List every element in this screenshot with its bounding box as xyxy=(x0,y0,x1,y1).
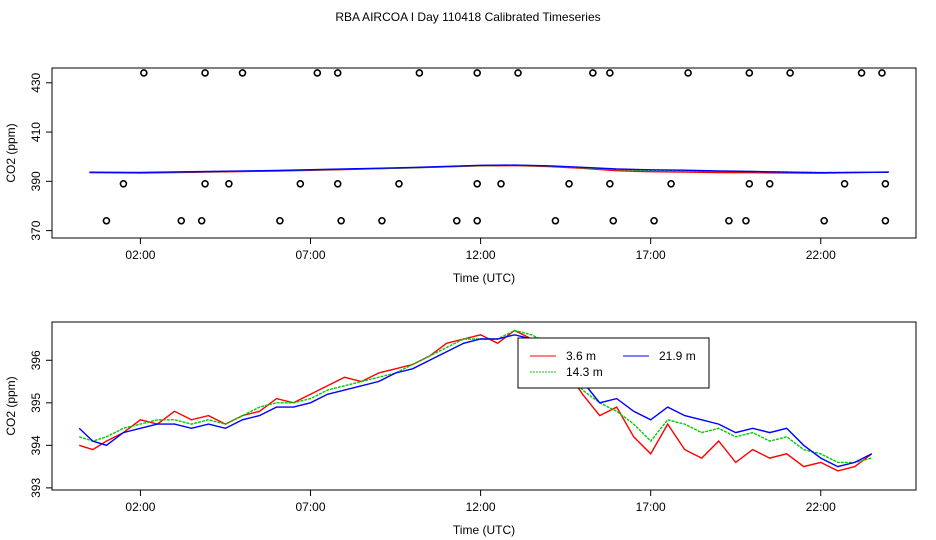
point-marker xyxy=(745,69,754,77)
y-tick-label: 390 xyxy=(29,171,43,191)
top-series-lines xyxy=(89,164,889,174)
point-marker xyxy=(415,69,424,77)
legend-label-21-9m: 21.9 m xyxy=(659,349,696,363)
top-plot-frame xyxy=(51,67,917,239)
point-marker xyxy=(514,69,522,77)
series-line-14-3-m xyxy=(78,329,872,464)
point-marker xyxy=(473,179,481,188)
top-panel: 02:00 07:00 12:00 17:00 22:00 370 390 410 430 T… xyxy=(4,67,917,285)
point-marker xyxy=(140,69,148,77)
point-marker xyxy=(177,216,186,225)
point-marker xyxy=(840,179,849,188)
point-marker xyxy=(452,216,461,225)
series-line-21-9-m xyxy=(78,334,873,468)
x-tick-label: 22:00 xyxy=(806,248,836,262)
point-marker xyxy=(667,179,675,188)
y-tick-label: 393 xyxy=(29,478,43,498)
x-tick-label: 22:00 xyxy=(806,500,836,514)
point-marker xyxy=(745,179,754,188)
point-marker xyxy=(313,69,322,77)
point-marker xyxy=(650,216,658,225)
top-y-axis: 370 390 410 430 xyxy=(29,72,52,241)
y-tick-label: 430 xyxy=(29,72,43,92)
legend-label-14-3m: 14.3 m xyxy=(566,365,603,379)
point-marker xyxy=(684,69,692,77)
point-marker xyxy=(201,69,209,77)
point-marker xyxy=(395,179,403,188)
point-marker xyxy=(473,69,481,77)
y-tick-label: 394 xyxy=(29,435,43,455)
point-marker xyxy=(102,216,111,225)
point-marker xyxy=(881,179,890,188)
point-marker xyxy=(276,216,284,225)
point-marker xyxy=(119,179,128,188)
x-tick-label: 17:00 xyxy=(636,500,666,514)
top-point-markers xyxy=(102,69,890,225)
legend-box xyxy=(517,337,710,389)
y-tick-label: 395 xyxy=(29,392,43,412)
point-marker xyxy=(551,216,560,225)
series-line-21-9-m xyxy=(89,164,889,174)
x-tick-label: 12:00 xyxy=(466,500,496,514)
point-marker xyxy=(820,216,828,225)
y-tick-label: 410 xyxy=(29,122,43,142)
point-marker xyxy=(606,179,614,188)
point-marker xyxy=(201,179,209,188)
top-x-axis-label: Time (UTC) xyxy=(453,271,515,285)
point-marker xyxy=(589,69,597,77)
bottom-x-axis-label: Time (UTC) xyxy=(453,523,515,537)
point-marker xyxy=(197,216,206,225)
point-marker xyxy=(878,69,886,77)
point-marker xyxy=(606,69,614,77)
point-marker xyxy=(786,69,794,77)
point-marker xyxy=(337,216,345,225)
point-marker xyxy=(742,216,750,225)
bottom-plot-frame xyxy=(51,321,917,491)
point-marker xyxy=(857,69,866,77)
x-tick-label: 17:00 xyxy=(636,248,666,262)
point-marker xyxy=(238,69,247,77)
bottom-y-axis-label: CO2 (ppm) xyxy=(4,376,18,435)
point-marker xyxy=(881,216,890,225)
y-tick-label: 370 xyxy=(29,220,43,240)
point-marker xyxy=(565,179,573,188)
top-y-axis-label: CO2 (ppm) xyxy=(4,123,18,182)
legend-label-3-6m: 3.6 m xyxy=(566,349,596,363)
bottom-y-axis: 393 394 395 396 xyxy=(29,350,52,498)
x-tick-label: 07:00 xyxy=(296,500,326,514)
bottom-panel: 02:00 07:00 12:00 17:00 22:00 393 394 395 396 T… xyxy=(4,321,917,537)
point-marker xyxy=(333,69,342,77)
legend: 3.6 m 21.9 m 14.3 m xyxy=(517,337,710,389)
point-marker xyxy=(378,216,386,225)
bottom-series-lines xyxy=(78,329,873,472)
point-marker xyxy=(497,179,505,188)
bottom-x-axis: 02:00 07:00 12:00 17:00 22:00 xyxy=(125,490,836,514)
top-x-axis: 02:00 07:00 12:00 17:00 22:00 xyxy=(125,238,836,262)
figure-title: RBA AIRCOA I Day 110418 Calibrated Times… xyxy=(335,10,600,24)
point-marker xyxy=(225,179,233,188)
point-marker xyxy=(725,216,733,225)
point-marker xyxy=(765,179,774,188)
point-marker xyxy=(609,216,618,225)
point-marker xyxy=(333,179,342,188)
x-tick-label: 02:00 xyxy=(125,248,155,262)
x-tick-label: 07:00 xyxy=(296,248,326,262)
x-tick-label: 02:00 xyxy=(125,500,155,514)
x-tick-label: 12:00 xyxy=(466,248,496,262)
point-marker xyxy=(296,179,305,188)
point-marker xyxy=(473,216,481,225)
series-line-3-6-m xyxy=(78,329,873,472)
y-tick-label: 396 xyxy=(29,350,43,370)
